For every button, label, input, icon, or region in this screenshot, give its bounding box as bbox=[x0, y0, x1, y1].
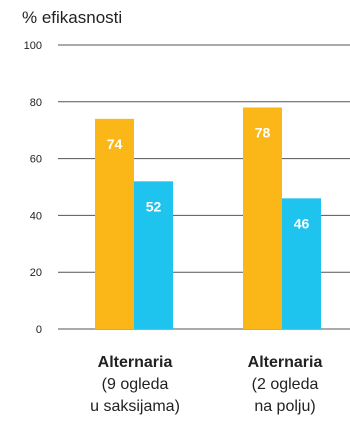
category-title-0: Alternaria bbox=[97, 354, 173, 371]
bar-s0-c0 bbox=[95, 118, 134, 329]
bar-s0-c1 bbox=[243, 107, 282, 329]
category-label-1: Alternaria (2 ogleda na polju) bbox=[230, 352, 340, 418]
data-label-s1-c0: 52 bbox=[146, 198, 162, 214]
category-label-0: Alternaria (9 ogleda u saksijama) bbox=[80, 352, 190, 418]
y-axis-label: % efikasnosti bbox=[22, 8, 123, 27]
data-label-s0-c0: 74 bbox=[107, 136, 123, 152]
category-line1-1: (2 ogleda bbox=[251, 376, 319, 393]
category-title-1: Alternaria bbox=[247, 354, 323, 371]
y-tick-label-40: 40 bbox=[30, 210, 42, 222]
category-line1-0: (9 ogleda bbox=[101, 376, 169, 393]
bar-s1-c1 bbox=[282, 198, 321, 329]
data-label-s0-c1: 78 bbox=[255, 124, 271, 140]
data-label-s1-c1: 46 bbox=[294, 215, 310, 231]
category-line2-0: u saksijama) bbox=[90, 398, 180, 415]
y-tick-label-20: 20 bbox=[30, 267, 42, 279]
bar-s1-c0 bbox=[134, 181, 173, 329]
category-line2-1: na polju) bbox=[254, 398, 316, 415]
y-tick-label-60: 60 bbox=[30, 154, 42, 166]
y-tick-label-0: 0 bbox=[36, 324, 42, 336]
y-tick-label-100: 100 bbox=[24, 40, 42, 52]
y-tick-label-80: 80 bbox=[30, 97, 42, 109]
